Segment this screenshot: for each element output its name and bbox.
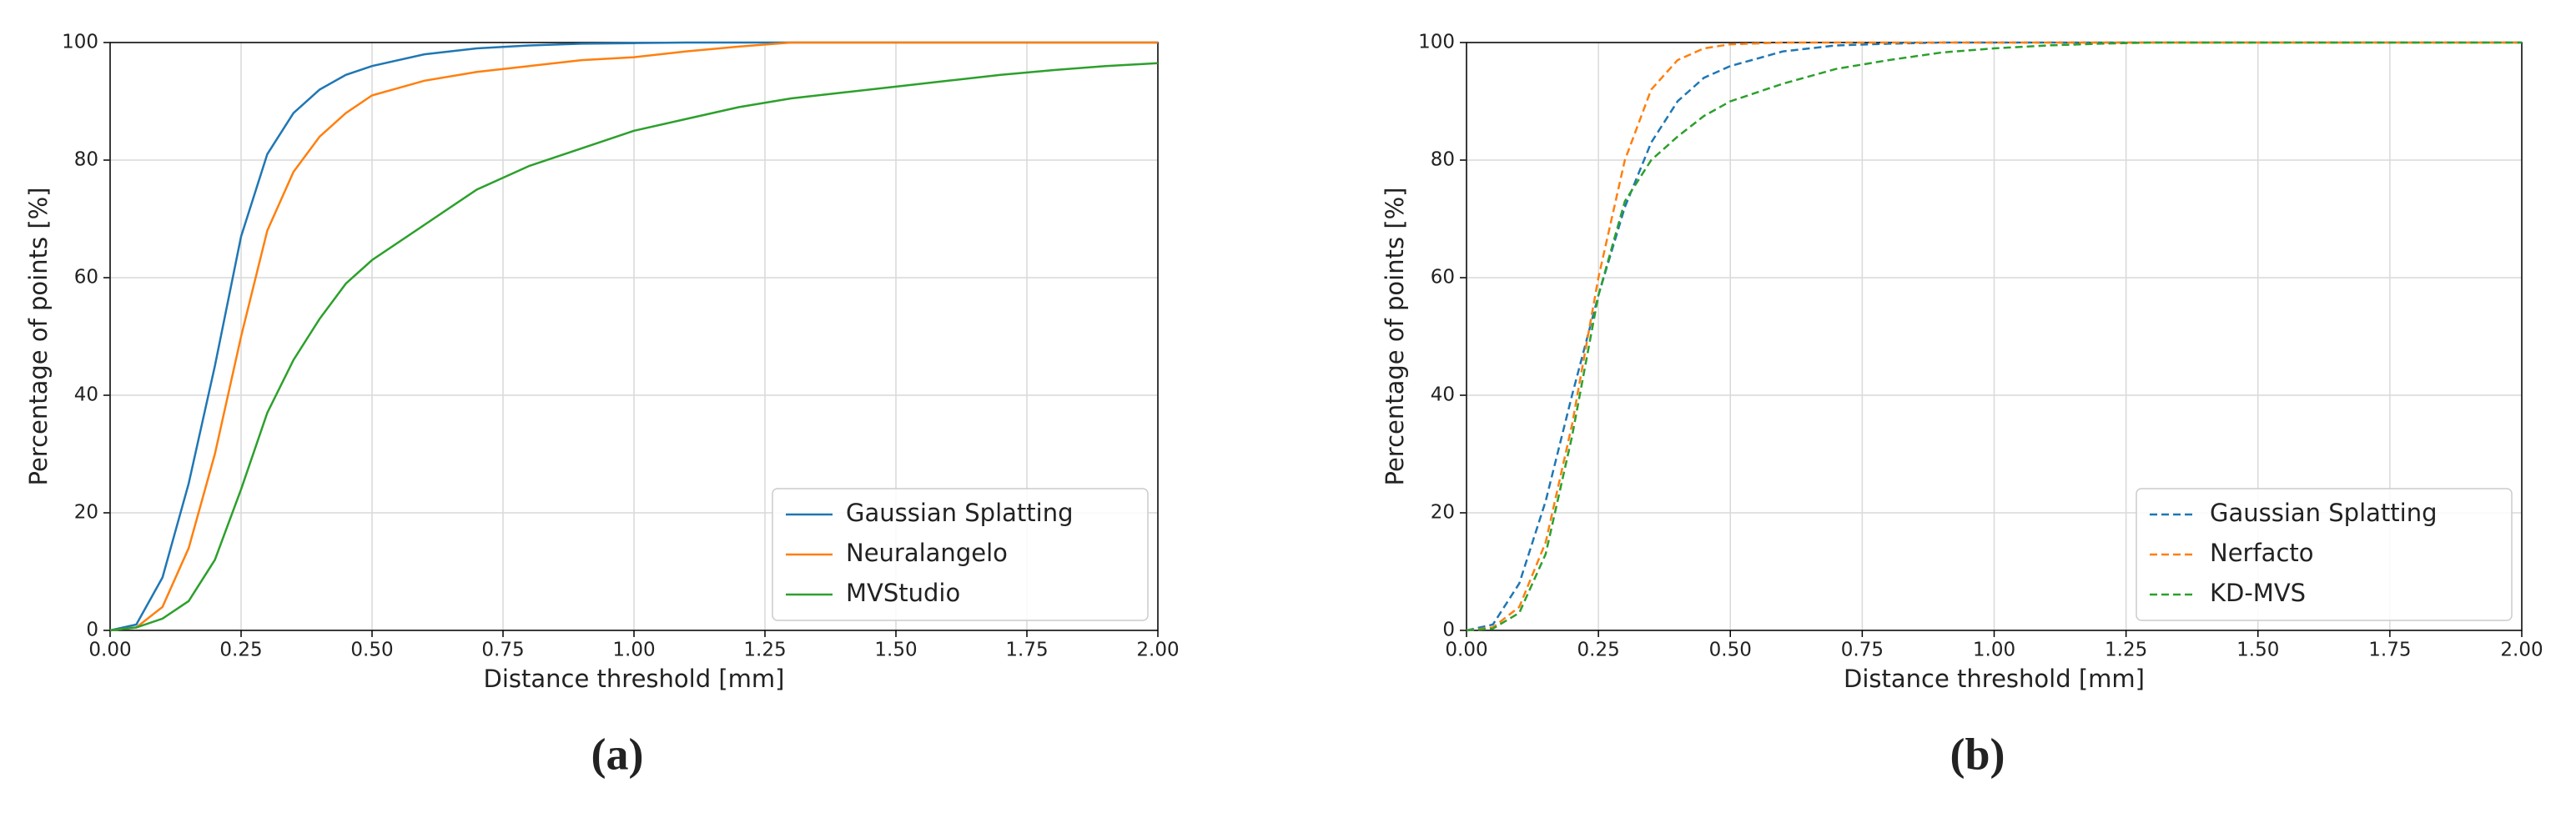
y-tick-label: 60 [74, 267, 98, 289]
y-tick-label: 20 [1431, 502, 1455, 524]
x-tick-label: 1.25 [2105, 640, 2147, 661]
legend-label: Gaussian Splatting [2210, 499, 2438, 527]
legend-label: Nerfacto [2210, 539, 2314, 567]
y-tick-label: 40 [74, 384, 98, 406]
x-tick-label: 0.50 [1709, 640, 1752, 661]
x-tick-label: 2.00 [1136, 640, 1179, 661]
y-tick-label: 40 [1431, 384, 1455, 406]
legend: Gaussian Splatting Nerfacto KD-MVS [2136, 488, 2513, 621]
series-line [1466, 41, 2522, 632]
x-tick-label: 0.25 [219, 640, 262, 661]
x-tick-label: 1.25 [743, 640, 786, 661]
y-tick-label: 0 [1442, 620, 1455, 641]
x-tick-label: 0.75 [481, 640, 524, 661]
legend-box [772, 488, 1149, 621]
y-tick-label: 100 [62, 32, 98, 53]
series-line [109, 62, 1159, 632]
x-tick-label: 1.50 [2236, 640, 2279, 661]
y-tick-label: 0 [86, 620, 98, 641]
x-axis-label: Distance threshold [mm] [1844, 665, 2145, 693]
caption: (a) [591, 729, 644, 779]
x-tick-label: 1.00 [612, 640, 655, 661]
legend-label: MVStudio [846, 579, 960, 607]
x-tick-label: 0.00 [1445, 640, 1487, 661]
caption: (b) [1950, 729, 2005, 779]
y-tick-label: 100 [1418, 32, 1455, 53]
x-tick-label: 1.50 [874, 640, 917, 661]
x-axis-label: Distance threshold [mm] [484, 665, 785, 693]
x-tick-label: 1.75 [2368, 640, 2411, 661]
x-tick-label: 0.00 [88, 640, 131, 661]
y-tick-label: 80 [1431, 149, 1455, 171]
legend-label: Gaussian Splatting [846, 499, 1074, 527]
x-tick-label: 2.00 [2500, 640, 2543, 661]
y-axis-label: Percentage of points [%] [1381, 188, 1409, 486]
series-line [1466, 41, 2522, 632]
x-tick-label: 0.75 [1841, 640, 1884, 661]
y-tick-label: 60 [1431, 267, 1455, 289]
x-tick-label: 1.75 [1005, 640, 1048, 661]
legend-label: KD-MVS [2210, 579, 2306, 607]
legend: Gaussian Splatting Neuralangelo MVStudio [772, 488, 1149, 621]
x-tick-label: 0.50 [350, 640, 393, 661]
chart: 0 20 40 60 80 100 0.00 0.25 0.50 0.75 1.00 1.25 1.50… [1381, 32, 2543, 780]
y-tick-label: 80 [74, 149, 98, 171]
legend-box [2136, 488, 2513, 621]
legend-label: Neuralangelo [846, 539, 1008, 567]
y-axis-label: Percentage of points [%] [24, 188, 53, 486]
series-line [109, 41, 1158, 632]
x-tick-label: 0.25 [1577, 640, 1620, 661]
x-tick-label: 1.00 [1973, 640, 2015, 661]
y-tick-label: 20 [74, 502, 98, 524]
chart: 0 20 40 60 80 100 0.00 0.25 0.50 0.75 1.00 1.25 1.50… [24, 32, 1180, 780]
